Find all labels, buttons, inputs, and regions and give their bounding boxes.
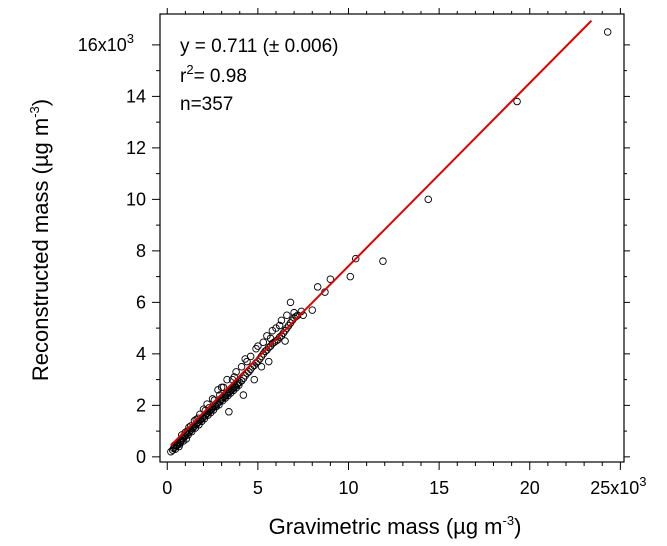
data-point xyxy=(232,384,240,392)
data-point xyxy=(250,375,258,384)
fit-line xyxy=(170,20,593,447)
data-point xyxy=(284,321,293,330)
data-point xyxy=(266,334,275,343)
data-point xyxy=(226,389,235,397)
y-tick-label: 2 xyxy=(136,395,146,415)
data-point xyxy=(223,375,231,384)
data-point xyxy=(192,415,200,424)
data-point xyxy=(308,306,317,314)
y-tick-label: 14 xyxy=(126,86,146,106)
y-tick-label: 6 xyxy=(136,292,146,312)
n-annotation: n=357 xyxy=(180,94,233,115)
data-point xyxy=(265,357,273,366)
y-tick-label: 10 xyxy=(126,189,146,209)
data-point xyxy=(235,381,243,390)
data-points xyxy=(167,28,612,456)
data-point xyxy=(223,390,231,398)
data-point xyxy=(283,311,291,319)
data-point xyxy=(239,391,248,399)
data-point xyxy=(245,368,253,376)
data-point xyxy=(379,257,387,265)
data-point xyxy=(277,316,286,325)
data-point xyxy=(185,423,193,431)
data-point xyxy=(286,298,295,307)
data-point xyxy=(259,338,268,347)
x-axis-title: Gravimetric mass (µg m-3) xyxy=(269,513,522,539)
data-point xyxy=(603,28,612,36)
data-point xyxy=(232,368,240,376)
equation-annotation: y = 0.711 (± 0.006) xyxy=(180,36,338,57)
data-point xyxy=(187,422,195,430)
data-point xyxy=(246,352,255,361)
fit-line-group xyxy=(170,20,593,447)
data-point xyxy=(254,342,262,350)
data-point xyxy=(221,394,229,402)
plot-frame xyxy=(159,13,625,463)
data-point xyxy=(220,392,229,401)
y-tick-label: 0 xyxy=(136,447,146,467)
data-point xyxy=(206,408,215,417)
data-point xyxy=(196,410,204,419)
data-point xyxy=(424,195,433,204)
y-tick-label: 8 xyxy=(136,241,146,261)
data-point xyxy=(177,431,186,439)
y-tick-label: 16x103 xyxy=(78,31,134,55)
data-point xyxy=(176,440,184,448)
data-point xyxy=(352,254,360,263)
data-point xyxy=(281,337,289,345)
data-point xyxy=(275,321,284,330)
data-point xyxy=(252,344,260,353)
data-point xyxy=(194,414,202,422)
data-point xyxy=(231,382,239,390)
x-tick-label: 10 xyxy=(338,478,358,498)
x-tick-label: 20 xyxy=(520,478,540,498)
y-tick-label: 4 xyxy=(136,344,146,364)
data-point xyxy=(225,408,233,416)
data-point xyxy=(229,386,238,395)
data-point xyxy=(228,384,237,393)
data-point xyxy=(279,329,288,338)
data-point xyxy=(286,319,295,327)
y-tick-label: 12 xyxy=(126,138,146,158)
x-axis-ticks: 0 5 10 15 20 25x103 xyxy=(162,8,647,498)
x-tick-label: 5 xyxy=(253,478,263,498)
data-point xyxy=(226,387,234,395)
data-point xyxy=(219,383,228,392)
data-point xyxy=(313,283,322,291)
data-point xyxy=(268,326,277,335)
data-point xyxy=(224,391,232,400)
data-point xyxy=(201,406,210,415)
plot-border xyxy=(159,13,625,463)
x-tick-label: 0 xyxy=(162,478,172,498)
data-point xyxy=(239,374,248,383)
data-point xyxy=(237,362,246,371)
data-point xyxy=(283,324,291,332)
data-point xyxy=(281,326,289,335)
data-point xyxy=(210,396,219,404)
data-point xyxy=(346,272,355,281)
x-tick-label: 25x103 xyxy=(590,474,646,498)
y-axis-title: Reconstructed mass (µg m-3) xyxy=(27,99,53,381)
y-axis-ticks: 0 2 4 6 8 10 12 14 16x103 xyxy=(78,31,630,467)
x-tick-label: 15 xyxy=(429,478,449,498)
r2-annotation: r2= 0.98 xyxy=(180,62,247,87)
data-point xyxy=(216,391,224,399)
data-point xyxy=(513,97,521,106)
data-point xyxy=(243,357,251,366)
data-point xyxy=(237,377,246,385)
data-point xyxy=(326,275,335,283)
data-point xyxy=(257,362,266,371)
